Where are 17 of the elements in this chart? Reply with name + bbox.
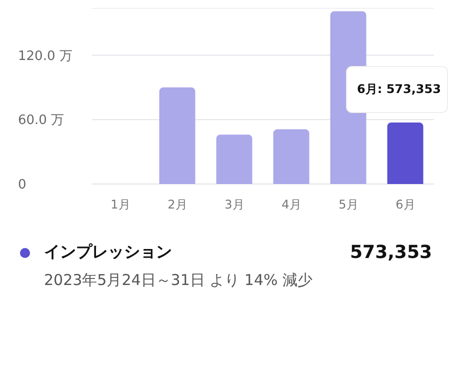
tooltip-box: 6月: 573,353	[346, 66, 448, 113]
bar	[387, 122, 424, 184]
text: 2023年5月24日～31日 より 14% 減少	[44, 271, 314, 290]
bar	[216, 134, 252, 184]
x-tick-label: 2月	[168, 198, 188, 212]
x-tick-label: 4月	[282, 198, 302, 212]
y-tick-label: 120.0 万	[18, 48, 72, 64]
bar	[273, 129, 310, 184]
x-tick-label: 5月	[338, 198, 358, 212]
y-tick-label: 0	[18, 178, 26, 193]
y-tick-label: 60.0 万	[18, 113, 64, 128]
text: 573,353	[350, 242, 432, 263]
x-tick-label: 1月	[110, 198, 130, 212]
bar	[159, 87, 196, 184]
x-tick-label: 6月	[396, 198, 416, 212]
x-tick-label: 3月	[224, 198, 244, 212]
legend-label: インプレッション	[44, 242, 172, 263]
